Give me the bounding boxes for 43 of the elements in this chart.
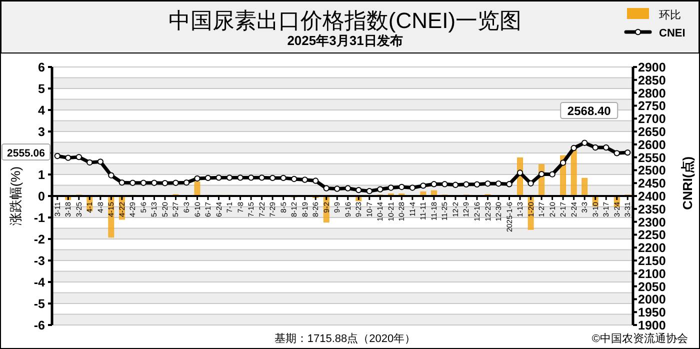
y2-tick-label: 1950 — [638, 306, 666, 320]
y-tick-label: -3 — [34, 254, 46, 268]
y-tick-label: 5 — [38, 82, 46, 96]
y-tick-label: 1 — [38, 168, 46, 182]
y2-tick-label: 1900 — [638, 318, 666, 332]
y2-tick-label: 2750 — [638, 99, 666, 114]
legend-label: 环比 — [659, 8, 681, 22]
y2-tick-label: 2250 — [638, 228, 666, 242]
text: 基期：1715.88点（2020年） — [274, 332, 416, 345]
y-tick-label: 6 — [38, 60, 46, 74]
y-tick-label: -1 — [34, 211, 46, 225]
y-tick-label: -5 — [34, 297, 46, 311]
y2-tick-label: 2550 — [638, 150, 666, 165]
y2-tick-label: 2800 — [638, 86, 666, 100]
y2-tick-label: 2000 — [638, 292, 666, 307]
y-tick-label: -4 — [34, 276, 46, 290]
y2-tick-label: 2350 — [638, 202, 666, 216]
y-tick-label: -2 — [34, 232, 46, 246]
y2-tick-label: 2650 — [638, 125, 666, 139]
text: ©中国农资流通协会 — [592, 332, 688, 345]
y2-tick-label: 2150 — [638, 254, 666, 268]
y-tick-label: 4 — [38, 104, 46, 118]
y-tick-label: 0 — [38, 190, 46, 204]
y2-tick-label: 2050 — [638, 280, 666, 294]
y2-tick-label: 2700 — [638, 112, 666, 126]
y2-tick-label: 2450 — [638, 176, 666, 191]
text: 2555.06 — [7, 147, 46, 160]
y2-tick-label: 2100 — [638, 266, 666, 281]
y2-tick-label: 2850 — [638, 73, 666, 88]
y-tick-label: 3 — [38, 125, 46, 139]
chart-title: 中国尿素出口价格指数(CNEI)一览图 — [168, 8, 522, 33]
chart-subtitle: 2025年3月31日发布 — [287, 33, 403, 48]
y2-tick-label: 2400 — [638, 190, 666, 204]
y2-tick-label: 2300 — [638, 215, 666, 230]
y2-tick-label: 2600 — [638, 138, 666, 152]
annotation: 2568.40 — [567, 104, 612, 118]
y-tick-label: -6 — [34, 318, 46, 332]
y2-axis-title: CNRI(点) — [680, 156, 695, 210]
y2-tick-label: 2900 — [638, 60, 666, 74]
y-axis-title: 涨跌幅(%) — [8, 166, 23, 226]
legend-label: CNEI — [659, 28, 686, 40]
y2-tick-label: 2200 — [638, 241, 666, 256]
y2-tick-label: 2500 — [638, 164, 666, 178]
